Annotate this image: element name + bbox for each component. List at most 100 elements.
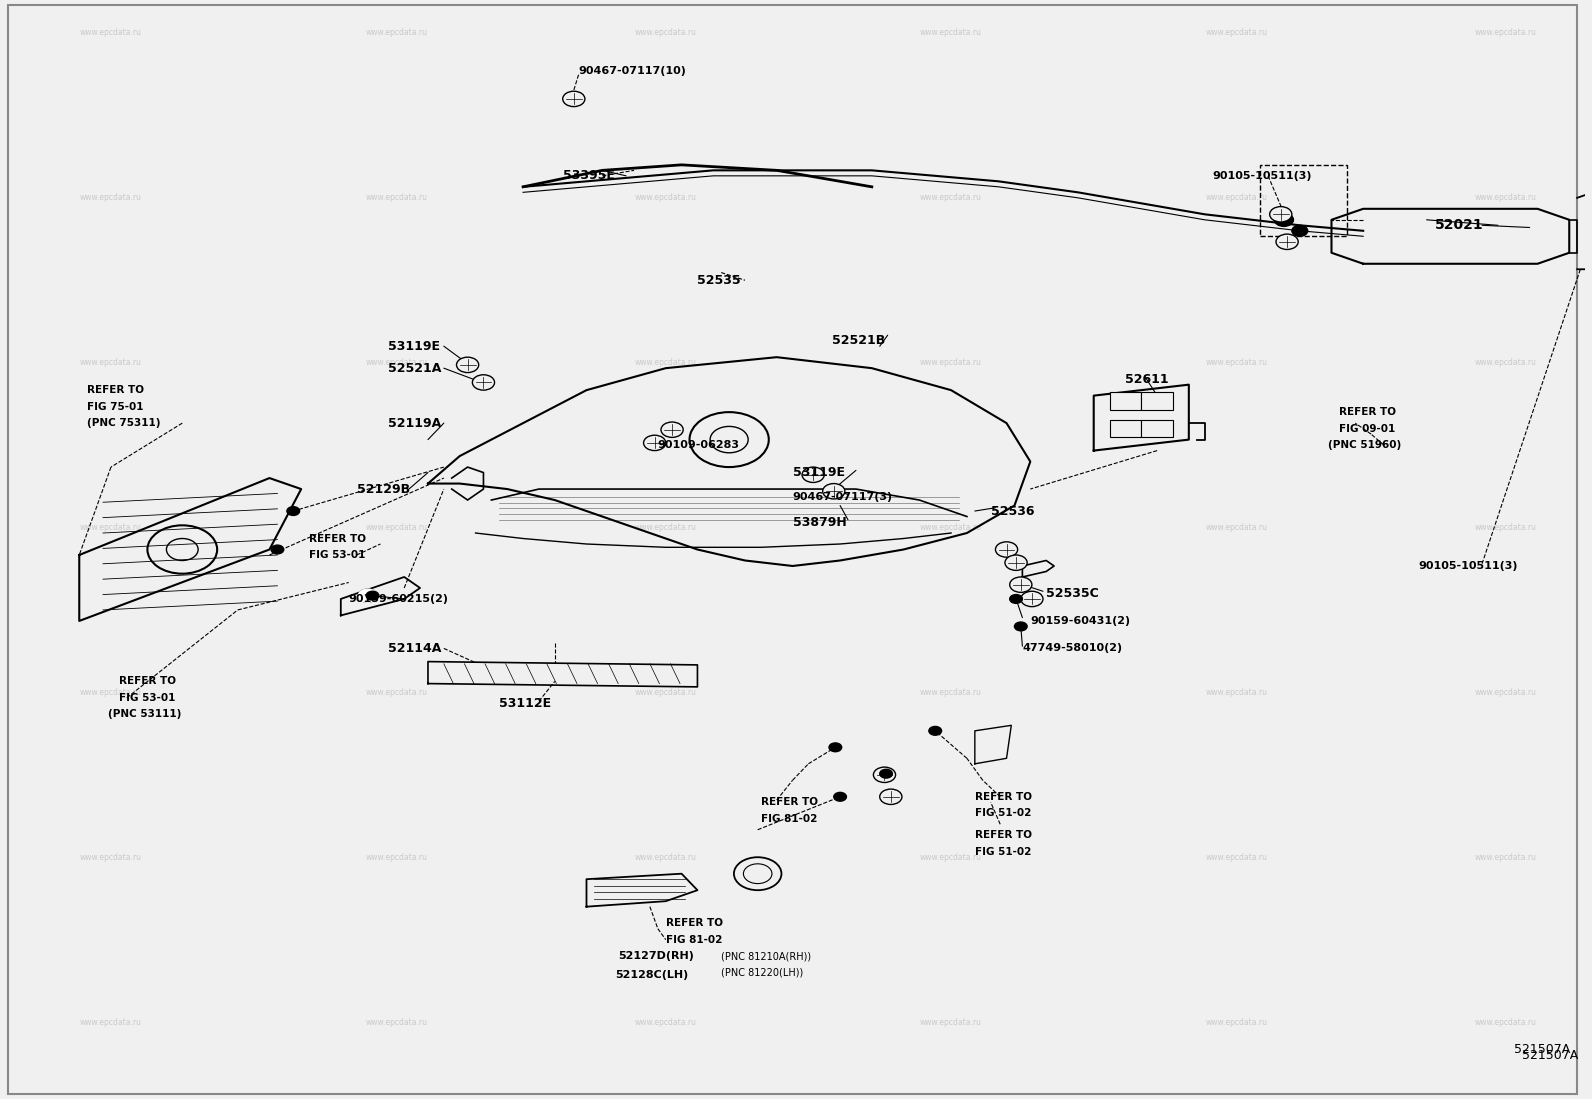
Text: 53879H: 53879H [793,515,847,529]
Text: www.epcdata.ru: www.epcdata.ru [365,853,427,862]
Text: REFER TO: REFER TO [88,385,145,396]
Circle shape [562,91,584,107]
Circle shape [1009,595,1022,603]
Text: 52129B: 52129B [357,482,409,496]
Text: www.epcdata.ru: www.epcdata.ru [365,1018,427,1026]
Circle shape [1275,213,1293,226]
Text: 90105-10511(3): 90105-10511(3) [1213,170,1312,181]
Circle shape [1009,577,1032,592]
Text: FIG 81-02: FIG 81-02 [665,934,723,945]
Circle shape [358,589,377,602]
Text: 521507A: 521507A [1522,1048,1578,1062]
Text: 52128C(LH): 52128C(LH) [615,969,688,980]
Text: 53112E: 53112E [500,697,551,710]
Circle shape [928,726,941,735]
Text: www.epcdata.ru: www.epcdata.ru [1474,1018,1536,1026]
Text: (PNC 75311): (PNC 75311) [88,418,161,429]
Text: 52535: 52535 [697,274,740,287]
Text: 52521B: 52521B [833,334,885,347]
Text: www.epcdata.ru: www.epcdata.ru [1205,853,1267,862]
Text: (PNC 51960): (PNC 51960) [1328,440,1401,451]
Text: 521507A: 521507A [1514,1043,1570,1056]
Text: 90105-10511(3): 90105-10511(3) [1418,560,1519,571]
Text: www.epcdata.ru: www.epcdata.ru [80,29,142,37]
Text: (PNC 81220(LH)): (PNC 81220(LH)) [721,967,804,978]
Text: www.epcdata.ru: www.epcdata.ru [365,688,427,697]
Text: 52021: 52021 [1434,219,1484,232]
Text: www.epcdata.ru: www.epcdata.ru [1474,358,1536,367]
Text: www.epcdata.ru: www.epcdata.ru [80,688,142,697]
Circle shape [1005,555,1027,570]
Text: www.epcdata.ru: www.epcdata.ru [365,358,427,367]
Text: REFER TO: REFER TO [974,791,1032,802]
Text: 52114A: 52114A [388,642,441,655]
Circle shape [287,507,299,515]
Text: www.epcdata.ru: www.epcdata.ru [920,853,982,862]
Circle shape [880,769,893,778]
Text: www.epcdata.ru: www.epcdata.ru [1205,523,1267,532]
Text: 90159-60431(2): 90159-60431(2) [1030,615,1130,626]
Text: 52536: 52536 [990,504,1035,518]
Circle shape [366,591,379,600]
Text: www.epcdata.ru: www.epcdata.ru [365,523,427,532]
Text: www.epcdata.ru: www.epcdata.ru [920,29,982,37]
Circle shape [802,467,825,482]
Text: www.epcdata.ru: www.epcdata.ru [1474,29,1536,37]
Text: www.epcdata.ru: www.epcdata.ru [1205,1018,1267,1026]
Text: 52119A: 52119A [388,417,441,430]
Bar [1110,420,1141,437]
Circle shape [995,542,1017,557]
Text: www.epcdata.ru: www.epcdata.ru [635,29,697,37]
Text: www.epcdata.ru: www.epcdata.ru [365,193,427,202]
Text: www.epcdata.ru: www.epcdata.ru [1205,193,1267,202]
Text: REFER TO: REFER TO [119,676,175,687]
Text: www.epcdata.ru: www.epcdata.ru [920,193,982,202]
Text: 90467-07117(3): 90467-07117(3) [793,491,893,502]
Text: www.epcdata.ru: www.epcdata.ru [635,1018,697,1026]
Text: (PNC 53111): (PNC 53111) [108,709,181,720]
Circle shape [823,484,845,499]
Circle shape [1020,591,1043,607]
Text: FIG 51-02: FIG 51-02 [974,846,1032,857]
Circle shape [1277,234,1297,249]
Text: REFER TO: REFER TO [309,533,366,544]
Text: www.epcdata.ru: www.epcdata.ru [920,1018,982,1026]
Text: 53395E: 53395E [562,169,615,182]
Bar [1141,392,1173,410]
Text: www.epcdata.ru: www.epcdata.ru [365,29,427,37]
Text: REFER TO: REFER TO [1339,407,1396,418]
Text: www.epcdata.ru: www.epcdata.ru [920,358,982,367]
Text: www.epcdata.ru: www.epcdata.ru [1205,358,1267,367]
Text: FIG 09-01: FIG 09-01 [1339,423,1396,434]
Text: FIG 81-02: FIG 81-02 [761,813,817,824]
Text: 90467-07117(10): 90467-07117(10) [578,66,686,77]
Circle shape [643,435,665,451]
Text: www.epcdata.ru: www.epcdata.ru [920,523,982,532]
Text: www.epcdata.ru: www.epcdata.ru [80,193,142,202]
Text: 90109-06283: 90109-06283 [657,440,740,451]
Circle shape [880,789,903,804]
Bar [1141,420,1173,437]
Circle shape [661,422,683,437]
Text: 53119E: 53119E [793,466,844,479]
Text: www.epcdata.ru: www.epcdata.ru [1205,688,1267,697]
Text: www.epcdata.ru: www.epcdata.ru [635,358,697,367]
Text: 52611: 52611 [1126,373,1169,386]
Text: www.epcdata.ru: www.epcdata.ru [80,358,142,367]
Circle shape [473,375,495,390]
Text: FIG 51-02: FIG 51-02 [974,808,1032,819]
Bar [1110,392,1141,410]
Circle shape [874,767,896,782]
Text: REFER TO: REFER TO [761,797,818,808]
Text: www.epcdata.ru: www.epcdata.ru [1474,193,1536,202]
Text: www.epcdata.ru: www.epcdata.ru [1474,688,1536,697]
Text: 52127D(RH): 52127D(RH) [618,951,694,962]
Text: www.epcdata.ru: www.epcdata.ru [635,688,697,697]
Text: www.epcdata.ru: www.epcdata.ru [1474,523,1536,532]
Text: www.epcdata.ru: www.epcdata.ru [635,523,697,532]
Text: FIG 75-01: FIG 75-01 [88,401,143,412]
Circle shape [834,792,847,801]
Circle shape [1270,207,1291,222]
Text: 47749-58010(2): 47749-58010(2) [1022,643,1122,654]
Text: 52535C: 52535C [1046,587,1098,600]
